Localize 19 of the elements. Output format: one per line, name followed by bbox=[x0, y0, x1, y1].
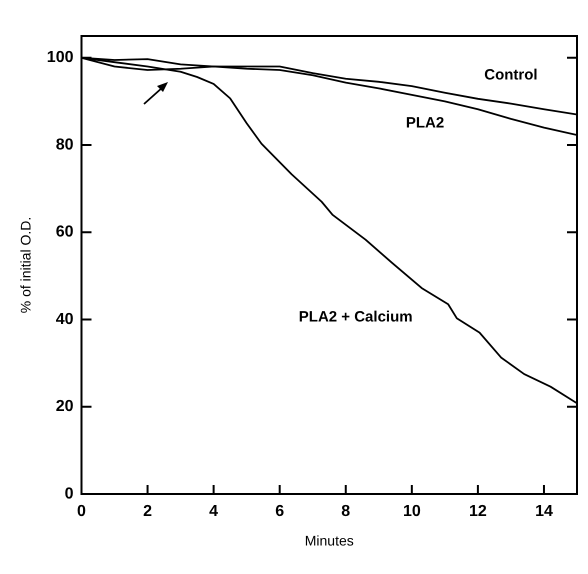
x-tick-label: 4 bbox=[209, 503, 218, 520]
y-tick-label: 20 bbox=[56, 398, 74, 416]
y-axis-title: % of initial O.D. bbox=[17, 216, 34, 314]
series-label: PLA2 + Calcium bbox=[298, 308, 413, 326]
y-tick-label: 40 bbox=[56, 310, 74, 328]
y-tick-label: 0 bbox=[64, 485, 74, 502]
x-tick-label: 10 bbox=[402, 503, 421, 520]
x-tick-label: 0 bbox=[77, 503, 86, 520]
x-tick-label: 14 bbox=[535, 503, 553, 520]
x-axis-title: Minutes bbox=[304, 532, 354, 548]
series-label: PLA2 bbox=[406, 114, 444, 132]
series-label: Control bbox=[484, 66, 538, 84]
x-tick-label: 6 bbox=[275, 503, 284, 520]
x-tick-label: 12 bbox=[469, 503, 487, 520]
x-tick-label: 8 bbox=[341, 503, 350, 520]
y-tick-label: 100 bbox=[46, 49, 74, 66]
y-tick-label: 80 bbox=[56, 136, 74, 154]
x-tick-label: 2 bbox=[143, 503, 152, 520]
y-tick-label: 60 bbox=[56, 224, 74, 241]
